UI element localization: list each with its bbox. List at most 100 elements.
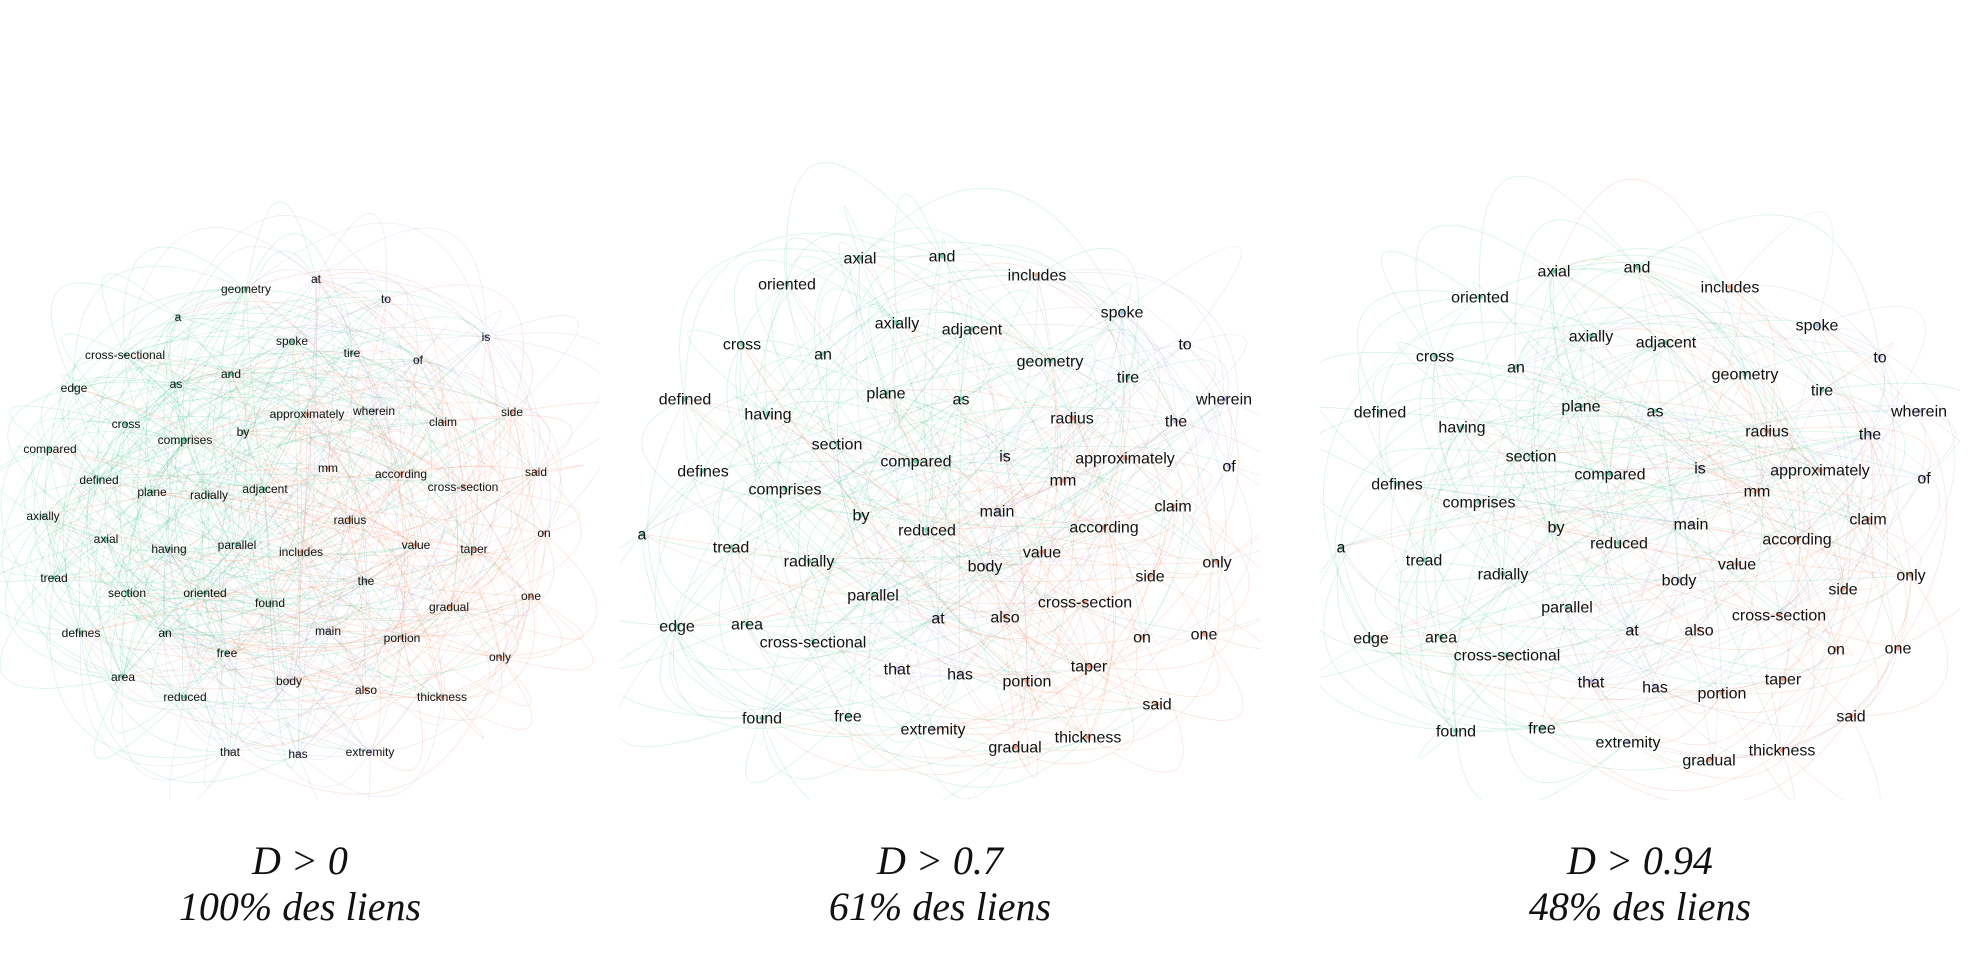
network-edge [1631,433,1871,631]
network-edge [1124,393,1252,459]
network-edge [1766,430,1811,616]
node-edge [1368,635,1374,641]
network-edge [306,410,330,469]
network-edge [229,519,351,753]
network-edge [860,514,939,619]
node-mm [1060,477,1066,483]
network-edge [1004,616,1040,713]
word-label-radius: radius [1050,411,1094,428]
network-edge [230,373,329,469]
network-edge [885,392,1158,705]
word-label-cross: cross [112,417,141,431]
network-edge [42,373,232,517]
word-label-approximately: approximately [270,407,345,421]
network-edge [42,410,375,517]
network-edge [1336,546,1543,729]
network-edge [122,278,317,678]
network-edge [1062,479,1162,577]
node-extremity [1625,739,1631,745]
network-edge [1541,430,1768,729]
network-edge [1654,588,1844,692]
network-edge [811,460,917,643]
word-label-oriented: oriented [183,586,226,600]
network-edge [1071,417,1117,667]
node-found [1453,728,1459,734]
network-edge [132,439,186,550]
network-edge [229,656,501,795]
network-edge [204,519,351,594]
network-edge [32,448,170,550]
network-edge [971,289,1051,362]
network-edge [175,246,317,385]
network-edge [1796,389,1876,540]
network-edge [684,398,1028,682]
network-edge [300,278,318,553]
network-edge [1549,270,1620,544]
network-edge [1127,376,1219,507]
network-edge [641,343,1186,535]
word-label-thickness: thickness [1749,743,1816,760]
node-comprises [782,486,788,492]
network-edge [236,340,293,546]
word-label-cross-section: cross-section [428,480,499,494]
network-edge [80,413,308,634]
word-label-plane: plane [1561,399,1600,416]
network-edge [264,488,450,608]
network-edge [753,283,849,717]
network-edge [297,411,513,755]
network-edge [641,533,1218,566]
network-edge [93,479,238,546]
network-edge [230,351,444,423]
network-edge [1654,410,1869,520]
network-edge [836,443,939,619]
network-edge [1819,469,1893,717]
network-edge [859,241,1177,422]
network-edge [1781,433,1889,751]
network-edge [1530,444,1925,479]
node-thickness [1779,747,1785,753]
network-edge [941,255,1086,603]
network-edge [168,544,417,558]
word-label-having: having [744,407,791,424]
network-edge [208,494,450,608]
network-edge [676,510,998,627]
network-edge [1493,335,1592,575]
network-edge [1506,518,1869,656]
network-edge [937,617,961,700]
network-edge [971,328,1218,563]
word-label-oriented: oriented [1451,290,1509,307]
network-edge [1515,315,1823,391]
network-edge [885,392,1006,618]
network-edge [676,625,961,711]
network-edge [448,471,582,608]
network-edge [236,298,387,546]
network-edge [1340,546,1629,743]
network-edge [1566,606,1656,700]
network-edge [49,448,443,698]
node-portion [399,635,405,641]
network-edge [119,423,231,753]
network-edge [204,411,513,594]
network-edge [0,515,82,634]
node-on [1833,646,1839,652]
network-edge [859,255,1230,467]
word-label-spoke: spoke [1101,305,1144,322]
word-label-one: one [521,589,541,603]
network-edge [174,439,238,546]
network-edge [1590,284,1881,358]
network-edge [204,592,367,705]
network-edge [1121,246,1242,345]
network-edge [885,388,1006,457]
network-edge [164,316,210,496]
network-edge [1396,430,1871,485]
word-label-side: side [1135,569,1164,586]
network-edge [1396,483,1738,565]
network-edge [124,354,271,604]
network-edge [937,617,1028,717]
network-edge [1479,268,1823,391]
network-edge [448,411,562,608]
network-edge [620,533,748,626]
network-edge [812,398,962,643]
network-edge [1636,266,1912,576]
network-edge [808,526,1105,564]
